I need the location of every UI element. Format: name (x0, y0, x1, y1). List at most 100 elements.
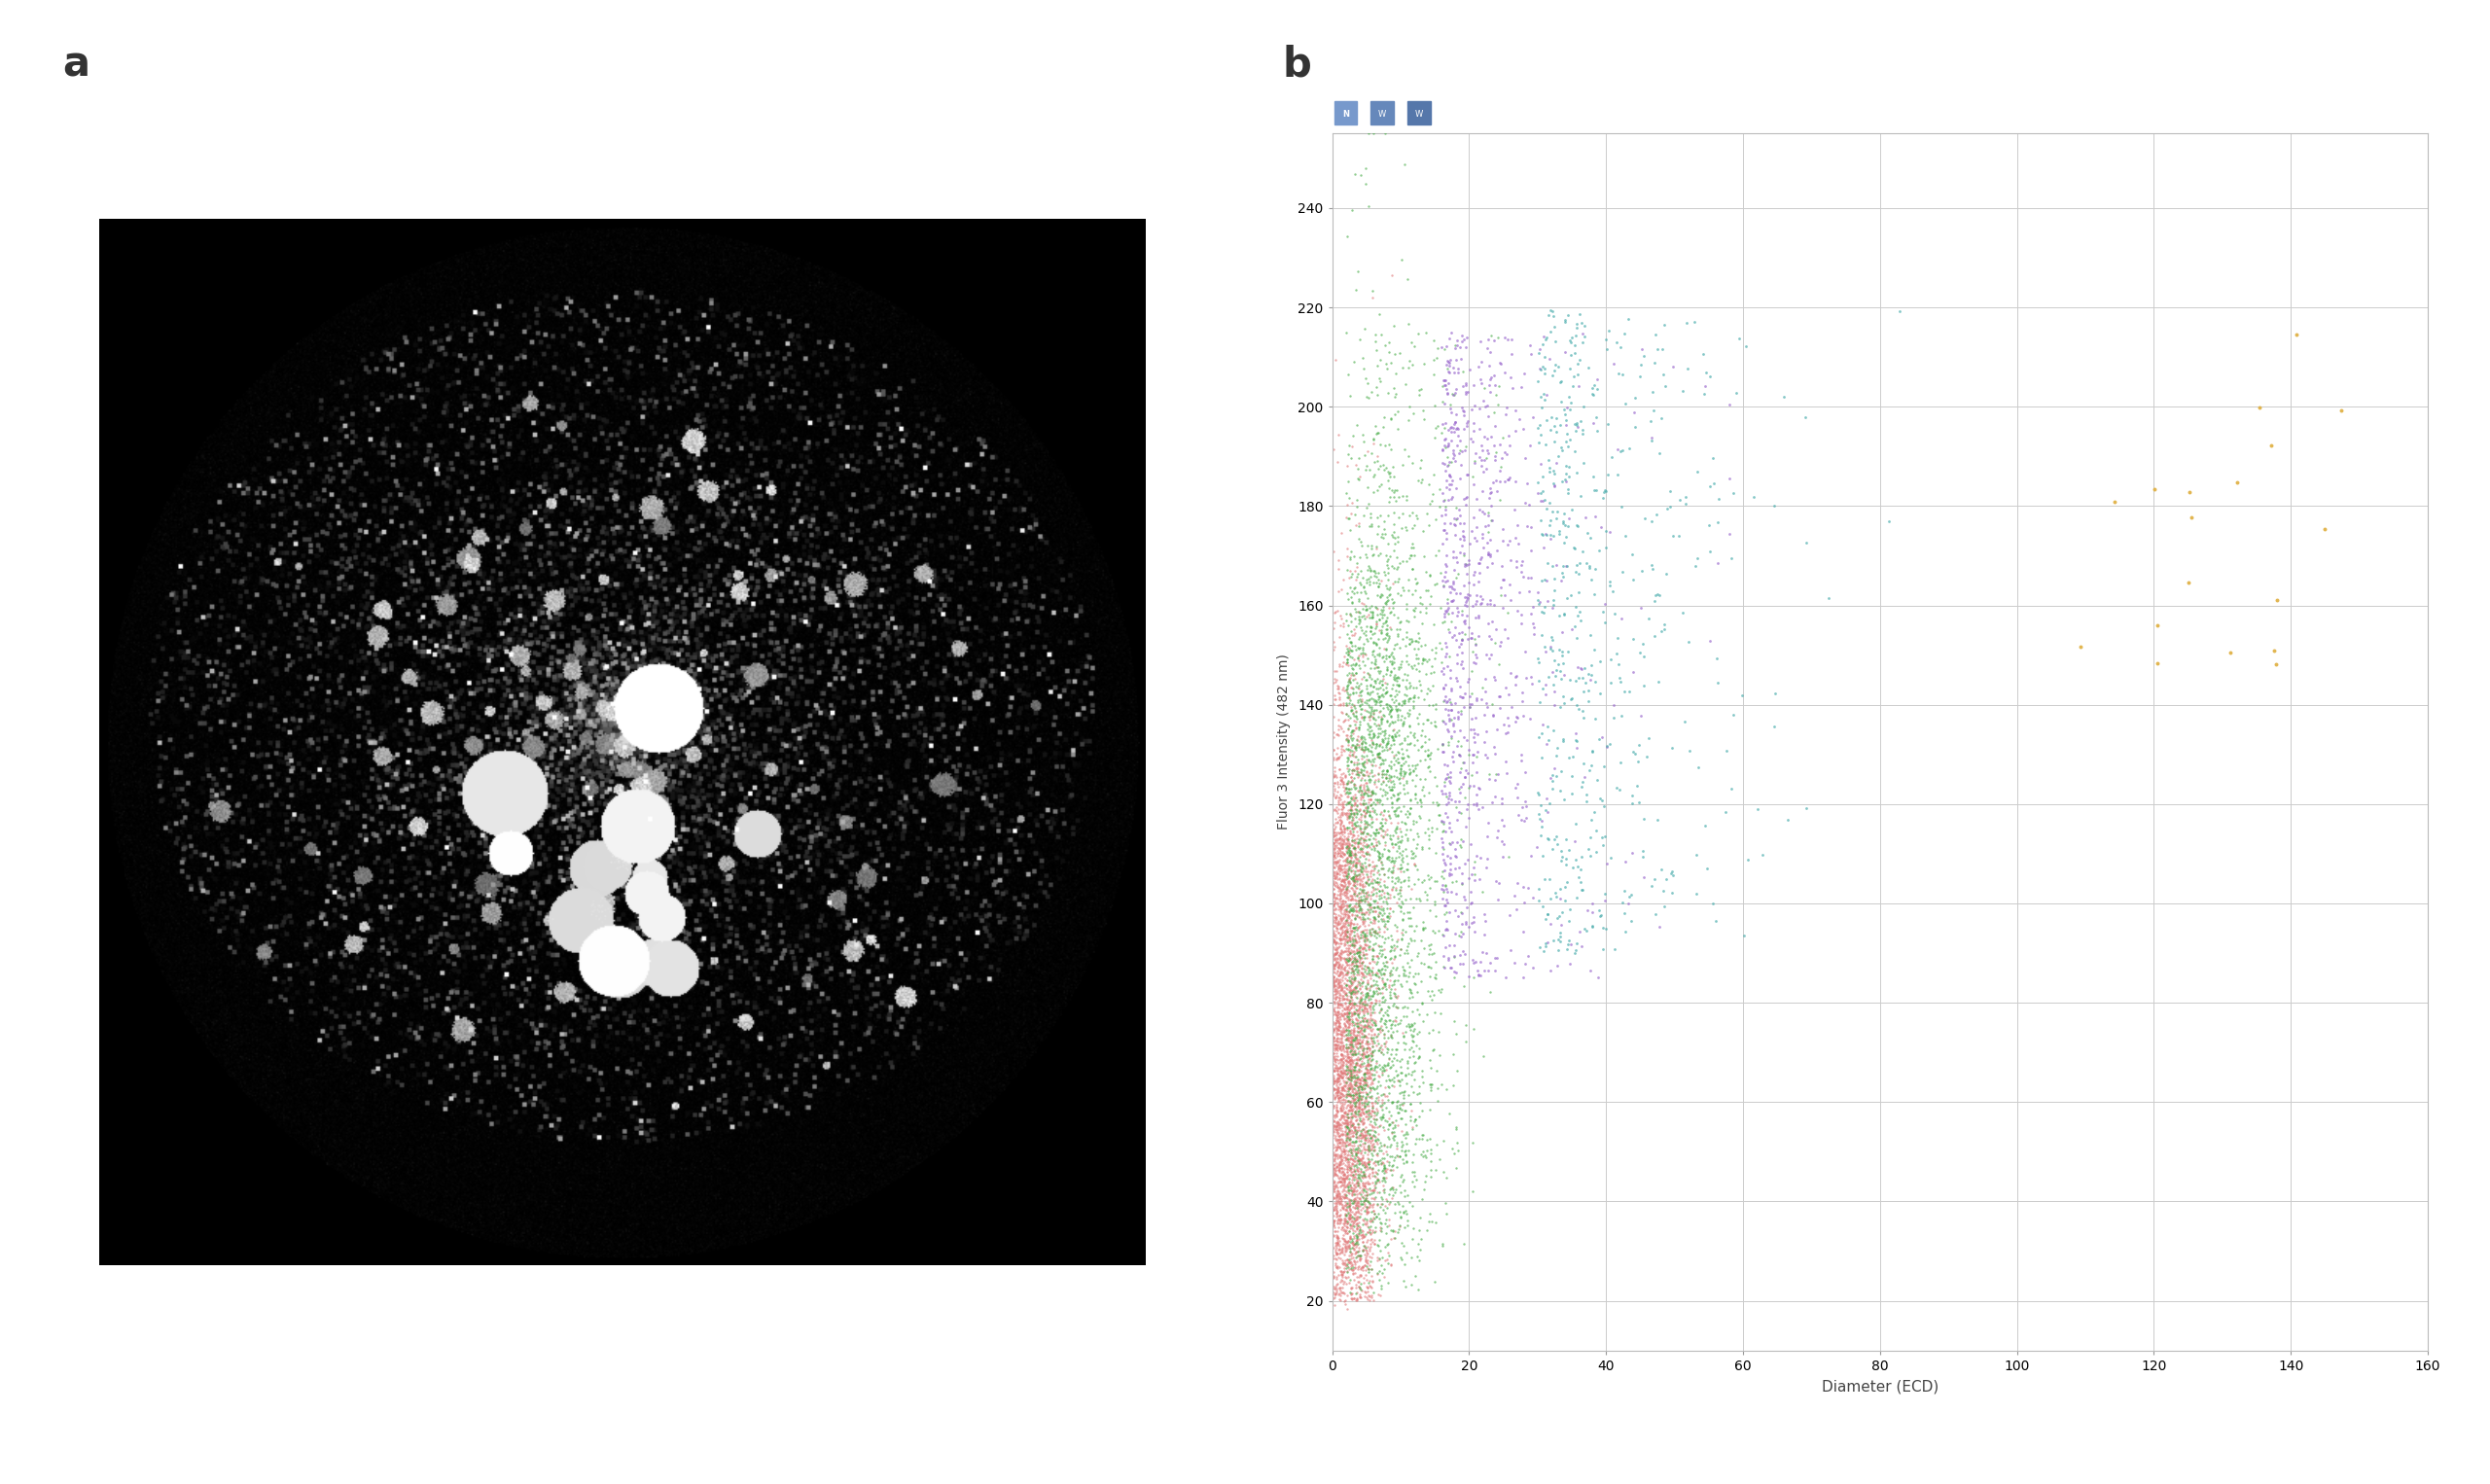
Point (1347, 933, 1387, 957)
Point (1325, 1131, 1365, 1155)
Point (1357, 1261, 1397, 1285)
Point (1322, 1064, 1362, 1088)
Point (1332, 798, 1372, 822)
Point (1317, 1077, 1357, 1101)
Point (1399, 456, 1439, 479)
Point (1330, 1198, 1370, 1221)
Point (1374, 775, 1414, 798)
Point (1325, 1156, 1365, 1180)
Point (1332, 898, 1372, 922)
Point (1332, 1033, 1372, 1057)
Point (1325, 1045, 1365, 1068)
Point (1332, 822, 1372, 846)
Point (1472, 481, 1511, 505)
Point (1357, 1126, 1397, 1150)
Point (1444, 438, 1484, 462)
Point (1365, 1159, 1404, 1183)
Point (1322, 772, 1362, 795)
Point (1350, 122, 1389, 145)
Point (1347, 454, 1387, 478)
Point (1392, 654, 1432, 678)
Point (1457, 791, 1496, 815)
Point (1315, 1080, 1355, 1104)
Point (1340, 898, 1379, 922)
Point (1345, 944, 1384, 968)
Point (1496, 665, 1536, 689)
Point (1432, 487, 1472, 510)
Point (1345, 1061, 1384, 1085)
Point (1529, 729, 1569, 752)
Point (1330, 876, 1370, 899)
Point (1439, 542, 1479, 565)
Point (1459, 548, 1499, 571)
Point (1347, 770, 1387, 794)
Point (1536, 743, 1576, 767)
Point (1355, 558, 1394, 582)
Point (1342, 1186, 1382, 1209)
Point (1414, 543, 1454, 567)
Point (1315, 969, 1355, 993)
Point (1459, 396, 1499, 420)
Point (1317, 1058, 1357, 1082)
Point (1322, 607, 1362, 631)
Point (1327, 859, 1367, 883)
Point (1332, 742, 1372, 766)
Point (1332, 996, 1372, 1020)
Point (1320, 1186, 1360, 1209)
Point (1442, 951, 1482, 975)
Point (1357, 1193, 1397, 1217)
Point (1345, 1177, 1384, 1201)
Point (1335, 976, 1374, 1000)
Point (1370, 987, 1409, 1011)
Point (1335, 868, 1374, 892)
Point (1367, 889, 1407, 913)
Point (1365, 1211, 1404, 1235)
Point (1384, 690, 1424, 714)
Point (1322, 1193, 1362, 1217)
Point (1340, 696, 1379, 720)
Point (1579, 898, 1618, 922)
Point (1327, 877, 1367, 901)
Point (1387, 1126, 1427, 1150)
Point (1337, 1067, 1377, 1091)
Point (1365, 1058, 1404, 1082)
Point (1322, 1163, 1362, 1187)
Point (1442, 939, 1482, 963)
Point (1327, 1126, 1367, 1150)
Point (1462, 592, 1501, 616)
Point (1345, 1226, 1384, 1250)
Point (1506, 794, 1546, 818)
Point (1539, 519, 1579, 543)
Point (1340, 1275, 1379, 1298)
Point (1342, 855, 1382, 879)
Point (1377, 697, 1417, 721)
Point (1335, 773, 1374, 797)
Point (1337, 999, 1377, 1022)
Point (1325, 1101, 1365, 1125)
Point (1377, 1134, 1417, 1158)
Point (1370, 464, 1409, 488)
Point (1402, 1187, 1442, 1211)
Point (1317, 1202, 1357, 1226)
Point (1340, 1020, 1379, 1043)
Point (1340, 1100, 1379, 1123)
Point (1424, 852, 1464, 876)
Point (1332, 681, 1372, 705)
Point (1320, 907, 1360, 930)
Point (1325, 919, 1365, 942)
Point (1382, 1080, 1422, 1104)
Point (1350, 1098, 1389, 1122)
Point (1437, 870, 1477, 893)
Point (1317, 879, 1357, 902)
Point (1315, 797, 1355, 821)
Point (1332, 619, 1372, 643)
Point (2136, 613, 2176, 637)
Point (1360, 904, 1399, 928)
Point (1447, 588, 1487, 611)
Point (1382, 1129, 1422, 1153)
Point (1327, 1174, 1367, 1198)
Point (1330, 835, 1370, 859)
Point (1320, 1184, 1360, 1208)
Point (1367, 881, 1407, 905)
Point (1350, 1270, 1389, 1294)
